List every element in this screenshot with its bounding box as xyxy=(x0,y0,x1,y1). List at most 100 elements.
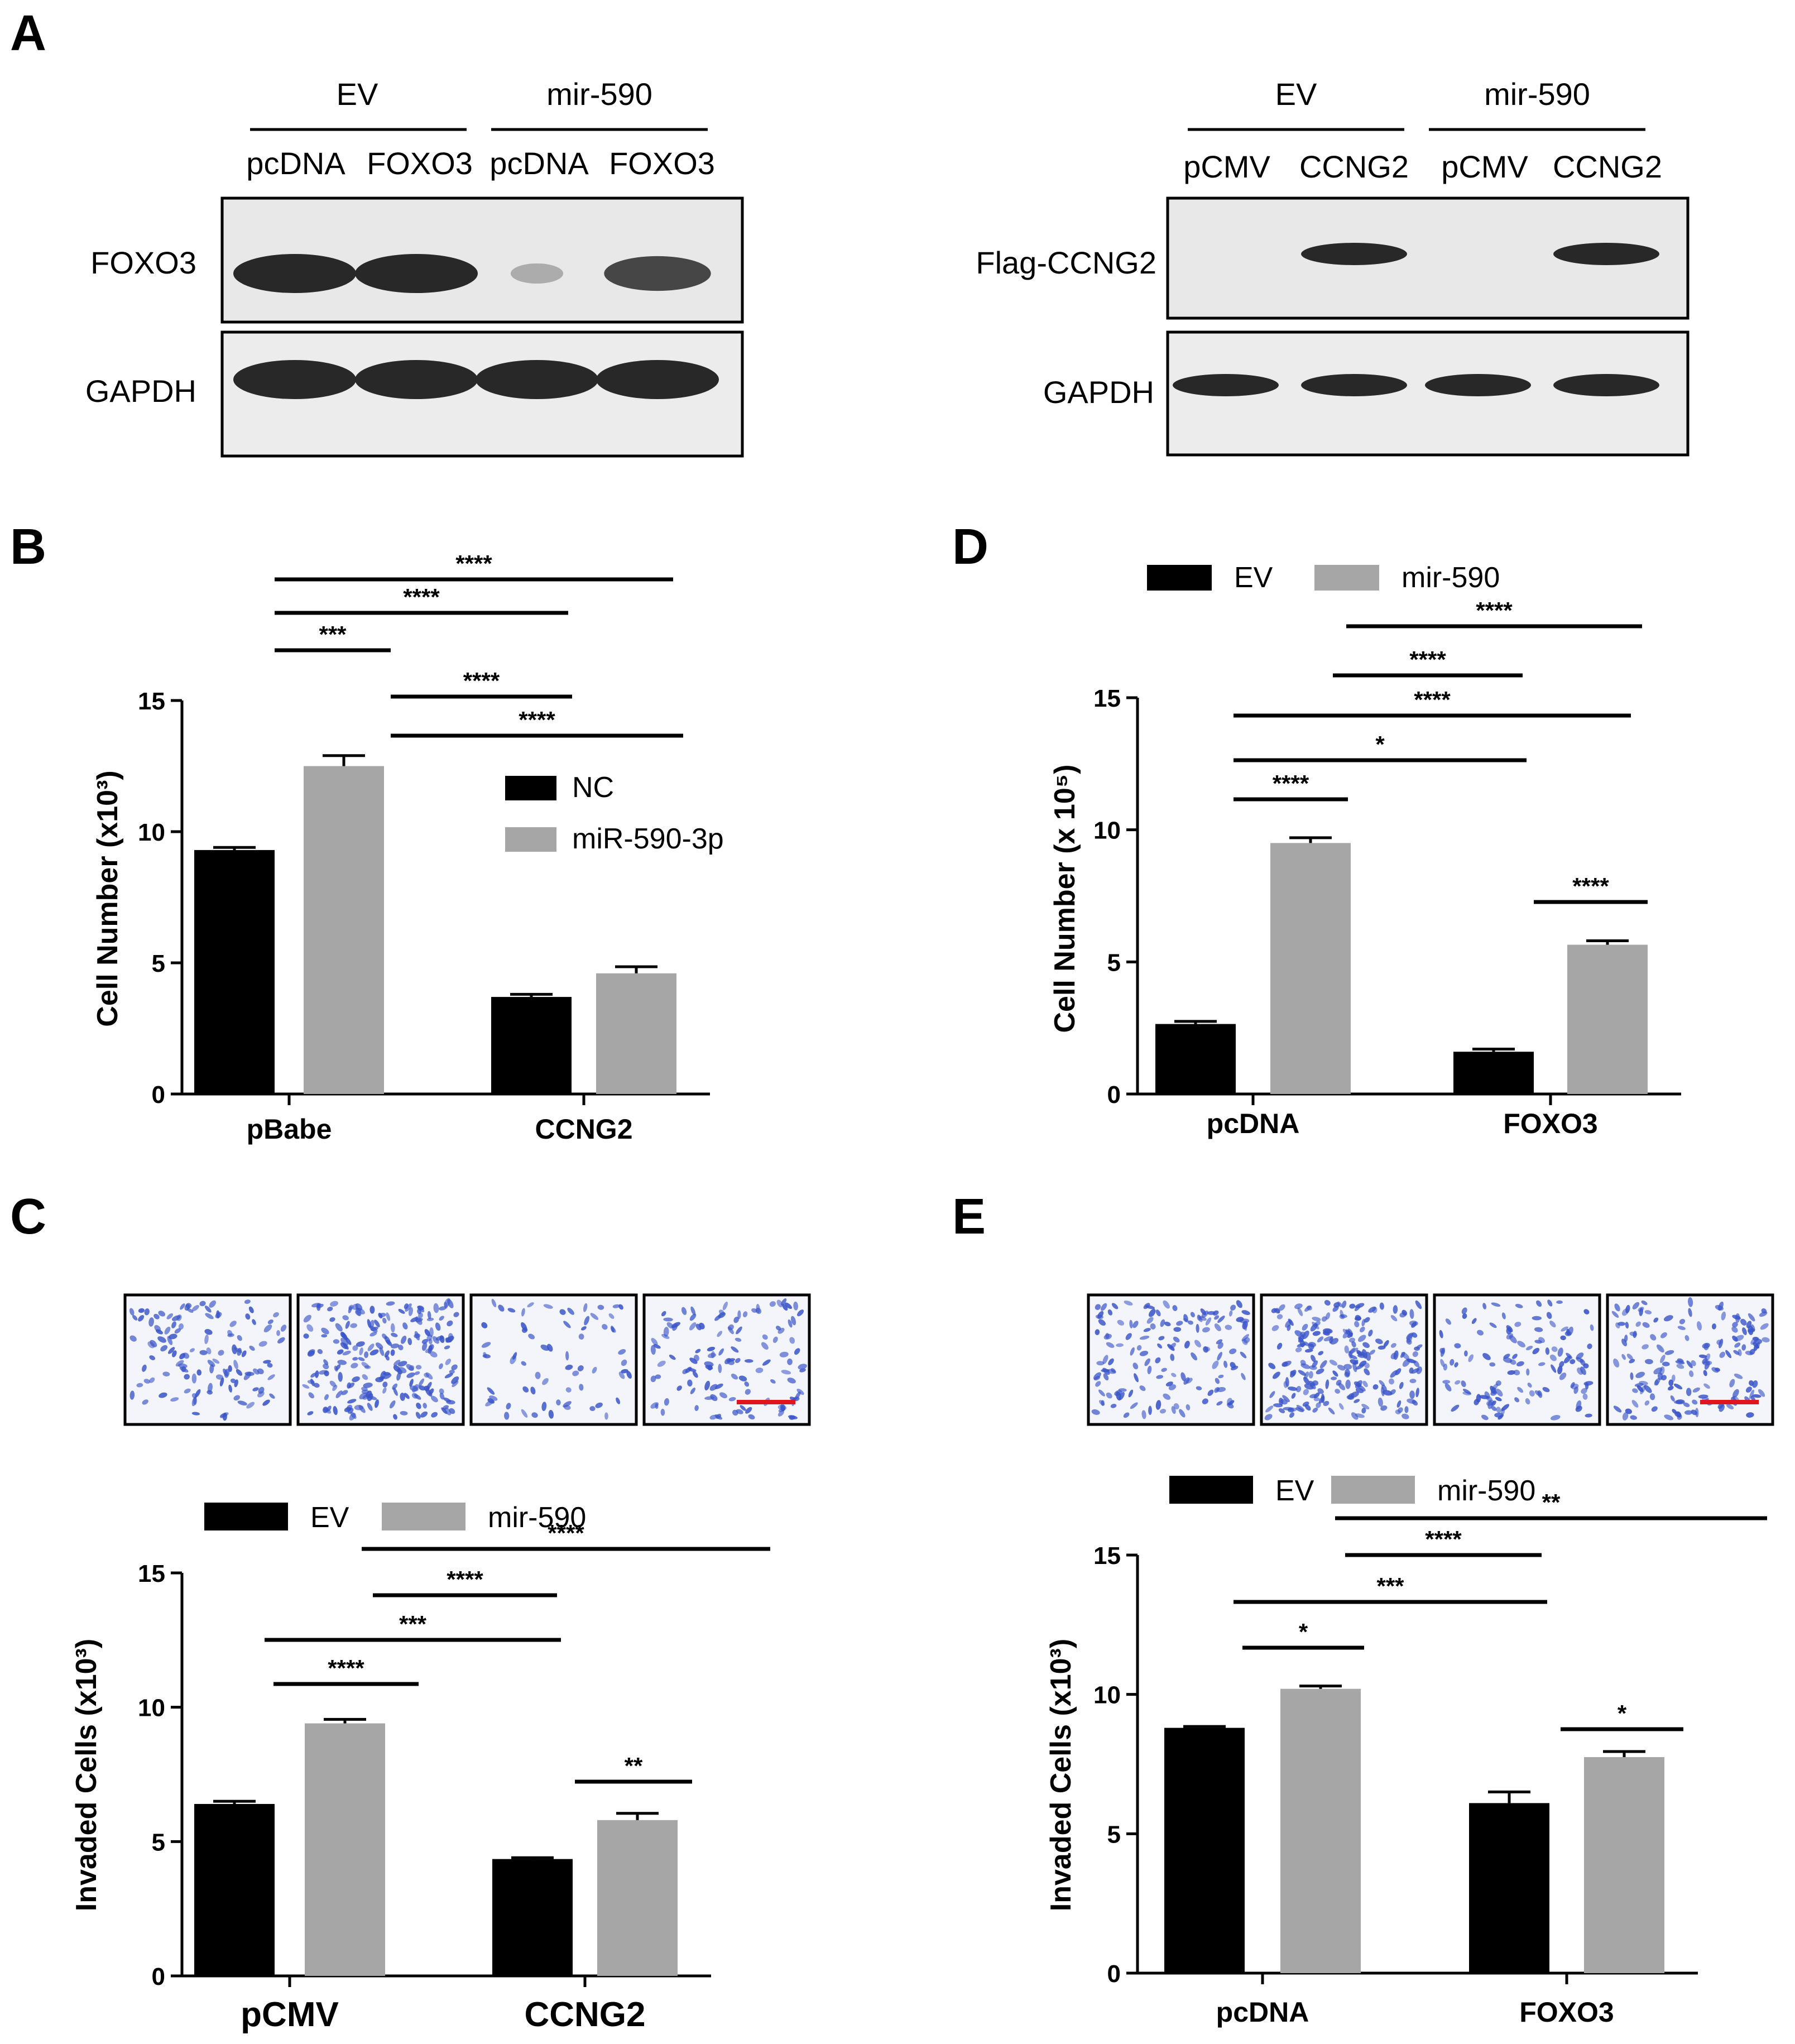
micrograph-e-cell xyxy=(1378,1397,1383,1407)
micrograph-c-cell xyxy=(215,1312,222,1318)
micrograph-e-cell xyxy=(1312,1407,1318,1413)
micrograph-c-cell xyxy=(481,1342,491,1348)
micrograph-c-cell xyxy=(487,1398,495,1404)
micrograph-e-cell xyxy=(1402,1359,1410,1367)
micrograph-e-cell xyxy=(1396,1400,1402,1408)
micrograph-e-cell xyxy=(1308,1343,1314,1350)
micrograph-c-cell xyxy=(391,1332,398,1337)
micrograph-e-cell xyxy=(1282,1360,1292,1367)
micrograph-c-cell xyxy=(369,1306,375,1314)
micrograph-e-cell xyxy=(1482,1353,1491,1360)
micrograph-c-cell xyxy=(577,1365,584,1371)
micrograph-c-cell xyxy=(445,1336,454,1343)
micrograph-e-cell xyxy=(1673,1383,1683,1390)
micrograph-c-cell xyxy=(249,1345,255,1351)
micrograph-c-cell xyxy=(428,1344,434,1351)
micrograph-e-cell xyxy=(1134,1373,1139,1383)
micrograph-e-cell xyxy=(1148,1309,1156,1317)
micrograph-c-cell xyxy=(367,1403,373,1411)
chart-c-category-label: CCNG2 xyxy=(524,1995,645,2034)
micrograph-e-cell xyxy=(1532,1316,1542,1321)
micrograph-e-cell xyxy=(1735,1313,1740,1323)
chart-b-significance-label: *** xyxy=(319,621,347,647)
micrograph-e-cell xyxy=(1631,1400,1639,1408)
micrograph-c-cell xyxy=(718,1348,724,1356)
micrograph-c-cell xyxy=(179,1366,189,1373)
micrograph-e-cell xyxy=(1141,1410,1146,1419)
micrograph-e-cell xyxy=(1663,1315,1673,1322)
micrograph-c-cell xyxy=(779,1351,789,1357)
chart-b-y-axis-label: Cell Number (x10³) xyxy=(92,770,124,1026)
micrograph-e-cell xyxy=(1677,1358,1684,1363)
micrograph-c-cell xyxy=(699,1322,705,1330)
micrograph-e-cell xyxy=(1461,1380,1466,1388)
micrograph-c-cell xyxy=(737,1310,741,1320)
micrograph-c-cell xyxy=(277,1337,285,1344)
micrograph-c-cell xyxy=(150,1340,157,1347)
micrograph-c-cell xyxy=(415,1412,421,1419)
chart-d-y-axis-label: Cell Number (x 10⁵) xyxy=(1049,765,1081,1033)
micrograph-c-cell xyxy=(439,1363,443,1369)
micrograph-e-cell xyxy=(1180,1372,1186,1381)
chart-e-bar xyxy=(1164,1728,1245,1973)
blot-right-band-r1-l4 xyxy=(1553,243,1659,265)
micrograph-c-cell xyxy=(162,1371,170,1376)
micrograph-e-cell xyxy=(1675,1399,1685,1404)
micrograph-c-cell xyxy=(184,1388,191,1394)
micrograph-e-cell xyxy=(1150,1323,1156,1330)
micrograph-e-cell xyxy=(1409,1320,1418,1326)
micrograph-c-cell xyxy=(421,1342,428,1351)
micrograph-c-cell xyxy=(323,1364,329,1370)
micrograph-c-cell xyxy=(714,1414,723,1420)
micrograph-c-cell xyxy=(498,1304,505,1312)
micrograph-c-cell xyxy=(657,1360,666,1367)
micrograph-e-cell xyxy=(1170,1342,1176,1349)
micrograph-c-cell xyxy=(379,1347,385,1356)
micrograph-c-cell xyxy=(369,1349,379,1356)
micrograph-e-cell xyxy=(1749,1389,1754,1399)
micrograph-c-cell xyxy=(748,1414,755,1420)
micrograph-c-cell xyxy=(687,1379,693,1387)
chart-e-y-tick-label: 5 xyxy=(1107,1821,1121,1848)
micrograph-e-cell xyxy=(1698,1354,1707,1359)
micrograph-e-cell xyxy=(1123,1412,1130,1418)
micrograph-c-cell xyxy=(337,1349,344,1355)
micrograph-e-cell xyxy=(1276,1342,1283,1350)
blot-left-row-foxo3: FOXO3 xyxy=(90,245,196,280)
micrograph-c-cell xyxy=(340,1337,349,1346)
micrograph-e-cell xyxy=(1546,1312,1552,1319)
micrograph-c-cell xyxy=(306,1324,314,1332)
micrograph-e-cell xyxy=(1390,1352,1397,1360)
micrograph-e-cell xyxy=(1570,1359,1576,1364)
micrograph-e-cell xyxy=(1313,1392,1320,1399)
micrograph-c-cell xyxy=(323,1359,329,1365)
micrograph-c-cell xyxy=(302,1384,310,1389)
micrograph-c-cell xyxy=(168,1347,175,1354)
micrograph-c-cell xyxy=(415,1316,423,1325)
micrograph-e-cell xyxy=(1719,1351,1725,1358)
micrograph-c-cell xyxy=(408,1307,414,1316)
micrograph-e-cell xyxy=(1382,1390,1393,1396)
micrograph-e-cell xyxy=(1703,1370,1707,1376)
micrograph-c-cell xyxy=(358,1357,365,1361)
micrograph-c-cell xyxy=(711,1351,715,1359)
micrograph-c-cell xyxy=(755,1368,764,1373)
micrograph-e-cell xyxy=(1629,1359,1635,1364)
micrograph-c-cell xyxy=(393,1365,401,1373)
micrograph-e-cell xyxy=(1323,1400,1330,1407)
micrograph-e-cell xyxy=(1495,1380,1501,1386)
micrograph-e-cell xyxy=(1496,1407,1501,1413)
chart-b-bar xyxy=(194,850,275,1094)
micrograph-e-cell xyxy=(1445,1318,1451,1325)
micrograph-e-cell xyxy=(1303,1389,1309,1395)
micrograph-e-cell xyxy=(1464,1350,1468,1357)
micrograph-c-cell xyxy=(350,1323,358,1328)
micrograph-e-cell xyxy=(1157,1343,1163,1349)
chart-c-y-tick-label: 15 xyxy=(138,1560,165,1587)
micrograph-c-cell xyxy=(751,1308,757,1313)
micrograph-e-cell xyxy=(1095,1329,1100,1335)
micrograph-c-cell xyxy=(769,1301,776,1307)
blot-left-bands xyxy=(233,254,719,399)
micrograph-c-cell xyxy=(356,1341,365,1347)
micrograph-e-cell xyxy=(1450,1359,1455,1366)
